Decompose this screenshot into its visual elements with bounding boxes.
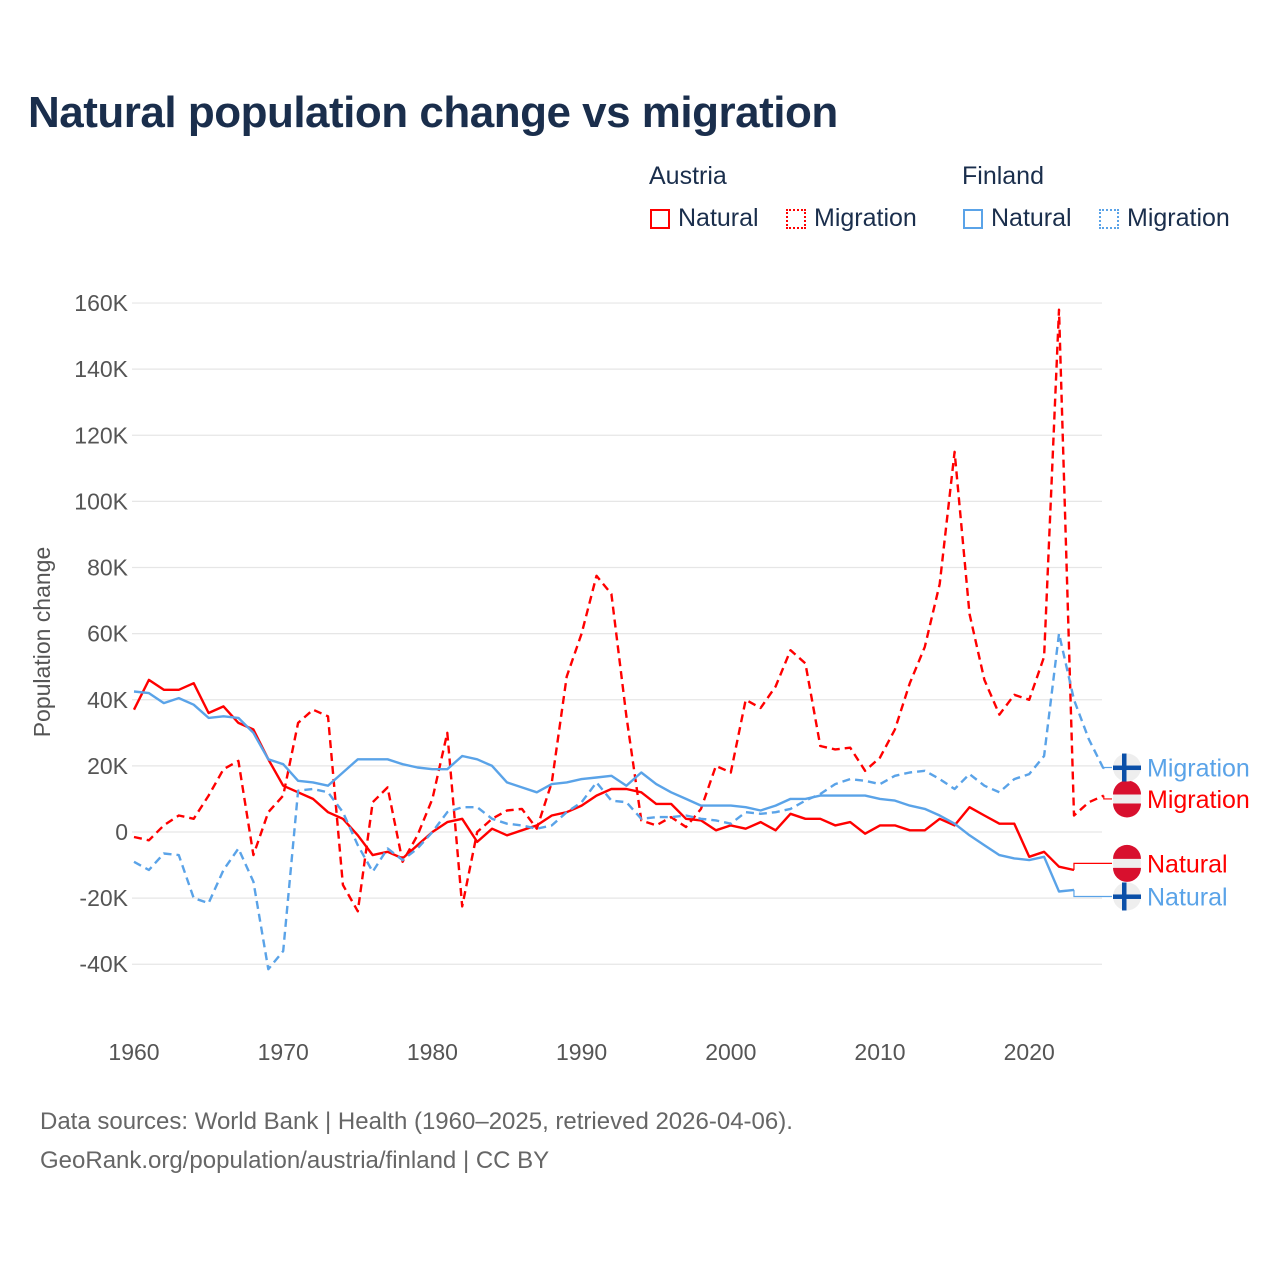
footer-sources: Data sources: World Bank | Health (1960–… (40, 1108, 793, 1135)
y-tick-label: 40K (87, 687, 129, 713)
legend-label: Migration (1127, 204, 1230, 232)
chart-title: Natural population change vs migration (28, 88, 838, 137)
x-tick-label: 1980 (407, 1039, 458, 1065)
series-line-austria-migration[interactable] (133, 308, 1105, 913)
legend-label: Natural (991, 204, 1072, 232)
y-tick-label: 100K (74, 488, 128, 514)
y-tick-label: 140K (74, 356, 128, 382)
series-line-finland-natural[interactable] (133, 690, 1075, 893)
legend-label: Natural (678, 204, 759, 232)
label-connector (1073, 862, 1112, 871)
series-line-finland-migration[interactable] (133, 632, 1105, 971)
x-tick-label: 2010 (854, 1039, 905, 1065)
legend-austria-natural[interactable]: Natural (650, 204, 759, 233)
y-tick-label: 80K (87, 555, 129, 581)
label-connector (1103, 766, 1112, 770)
y-tick-label: 0 (115, 819, 128, 845)
series-line-austria-natural[interactable] (132, 678, 1075, 872)
label-connector (1103, 795, 1112, 800)
legend-solid-swatch (963, 208, 983, 229)
y-tick-label: 160K (74, 290, 128, 316)
legend-austria-migration[interactable]: Migration (786, 204, 917, 233)
label-connector (1073, 889, 1112, 898)
series-end-label: Migration (1147, 755, 1250, 783)
legend-dotted-swatch (786, 208, 806, 229)
y-axis-label: Population change (29, 547, 55, 738)
series-end-label: Migration (1147, 786, 1250, 814)
y-tick-label: 60K (87, 621, 129, 647)
legend-finland-natural[interactable]: Natural (963, 204, 1072, 233)
austria-flag-icon (1113, 780, 1141, 818)
x-tick-label: 1960 (108, 1039, 159, 1065)
finland-flag-icon (1113, 882, 1141, 911)
legend-solid-swatch (650, 208, 670, 229)
austria-flag-icon (1113, 844, 1141, 882)
y-tick-label: 120K (74, 422, 128, 448)
x-tick-label: 2000 (705, 1039, 756, 1065)
series-end-label: Natural (1147, 883, 1228, 911)
legend-label: Migration (814, 204, 917, 232)
legend-group-austria: Austria (649, 162, 727, 190)
legend-dotted-swatch (1099, 208, 1119, 229)
y-tick-label: -40K (79, 951, 128, 977)
series-end-label: Natural (1147, 850, 1228, 878)
y-tick-label: -20K (79, 885, 128, 911)
x-tick-label: 1970 (258, 1039, 309, 1065)
finland-flag-icon (1113, 753, 1141, 782)
x-tick-label: 2020 (1004, 1039, 1055, 1065)
legend-finland-migration[interactable]: Migration (1099, 204, 1230, 233)
x-tick-label: 1990 (556, 1039, 607, 1065)
y-tick-label: 20K (87, 753, 129, 779)
footer-link[interactable]: GeoRank.org/population/austria/finland |… (40, 1147, 550, 1174)
legend-group-finland: Finland (962, 162, 1044, 190)
